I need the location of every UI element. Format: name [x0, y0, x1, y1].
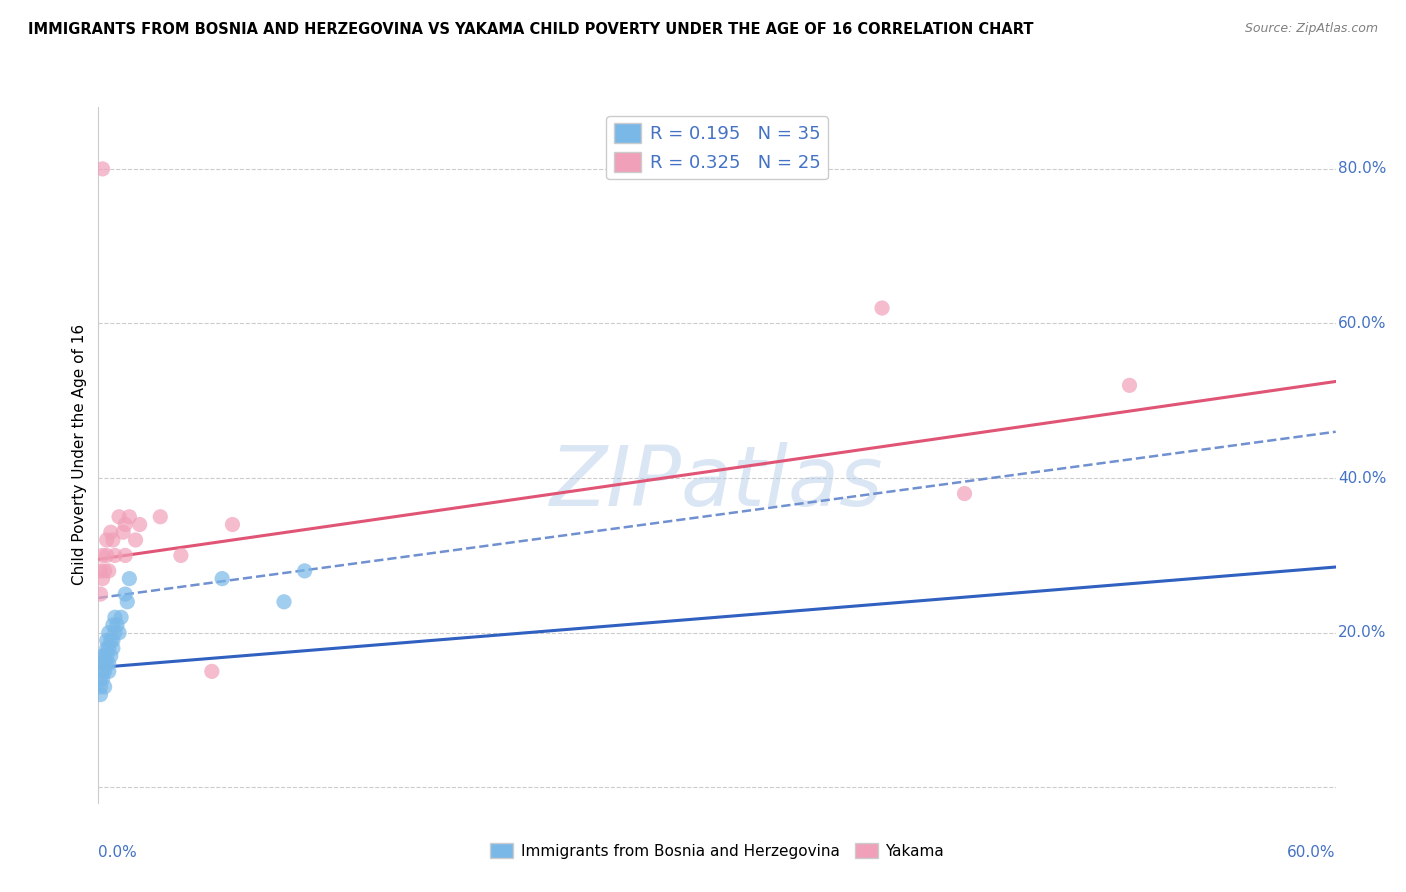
Point [104, 549, 127, 563]
Text: 0.0%: 0.0% [98, 845, 138, 860]
Point [91, 572, 114, 586]
Point [91, 648, 114, 663]
Point [97, 657, 120, 671]
Text: IMMIGRANTS FROM BOSNIA AND HERZEGOVINA VS YAKAMA CHILD POVERTY UNDER THE AGE OF : IMMIGRANTS FROM BOSNIA AND HERZEGOVINA V… [28, 22, 1033, 37]
Point [91, 672, 114, 686]
Point [96, 641, 118, 656]
Point [128, 517, 150, 532]
Point [870, 301, 893, 315]
Point [201, 665, 224, 679]
Point [1118, 378, 1140, 392]
Point [114, 517, 136, 532]
Point [93, 648, 115, 663]
Point [96, 549, 118, 563]
Text: 60.0%: 60.0% [1339, 316, 1386, 331]
Point [124, 533, 146, 547]
Point [93, 665, 115, 679]
Point [273, 595, 295, 609]
Point [953, 486, 976, 500]
Point [91, 161, 114, 176]
Point [89, 672, 111, 686]
Point [93, 680, 115, 694]
Point [91, 657, 114, 671]
Point [100, 633, 122, 648]
Legend: R = 0.195   N = 35, R = 0.325   N = 25: R = 0.195 N = 35, R = 0.325 N = 25 [606, 116, 828, 179]
Text: 40.0%: 40.0% [1339, 471, 1386, 485]
Point [89, 680, 111, 694]
Point [100, 648, 122, 663]
Point [89, 688, 111, 702]
Point [101, 533, 124, 547]
Point [117, 595, 139, 609]
Point [112, 525, 135, 540]
Point [118, 572, 141, 586]
Point [114, 587, 136, 601]
Point [96, 533, 118, 547]
Point [96, 657, 118, 671]
Point [108, 625, 131, 640]
Point [93, 564, 115, 578]
Text: 20.0%: 20.0% [1339, 625, 1386, 640]
Point [104, 625, 127, 640]
Point [294, 564, 316, 578]
Point [89, 587, 111, 601]
Point [101, 641, 124, 656]
Text: ZIPatlas: ZIPatlas [550, 442, 884, 524]
Point [101, 633, 124, 648]
Point [221, 517, 243, 532]
Point [170, 549, 193, 563]
Point [149, 509, 172, 524]
Point [118, 509, 141, 524]
Point [97, 665, 120, 679]
Text: 80.0%: 80.0% [1339, 161, 1386, 177]
Point [97, 625, 120, 640]
Point [104, 610, 127, 624]
Point [108, 509, 131, 524]
Point [100, 525, 122, 540]
Point [105, 618, 128, 632]
Point [110, 610, 132, 624]
Y-axis label: Child Poverty Under the Age of 16: Child Poverty Under the Age of 16 [72, 325, 87, 585]
Point [211, 572, 233, 586]
Point [93, 657, 115, 671]
Point [97, 564, 120, 578]
Point [97, 641, 120, 656]
Point [89, 564, 111, 578]
Text: Source: ZipAtlas.com: Source: ZipAtlas.com [1244, 22, 1378, 36]
Point [96, 648, 118, 663]
Point [96, 633, 118, 648]
Point [91, 549, 114, 563]
Point [101, 618, 124, 632]
Point [91, 665, 114, 679]
Point [114, 549, 136, 563]
Text: 60.0%: 60.0% [1288, 845, 1336, 860]
